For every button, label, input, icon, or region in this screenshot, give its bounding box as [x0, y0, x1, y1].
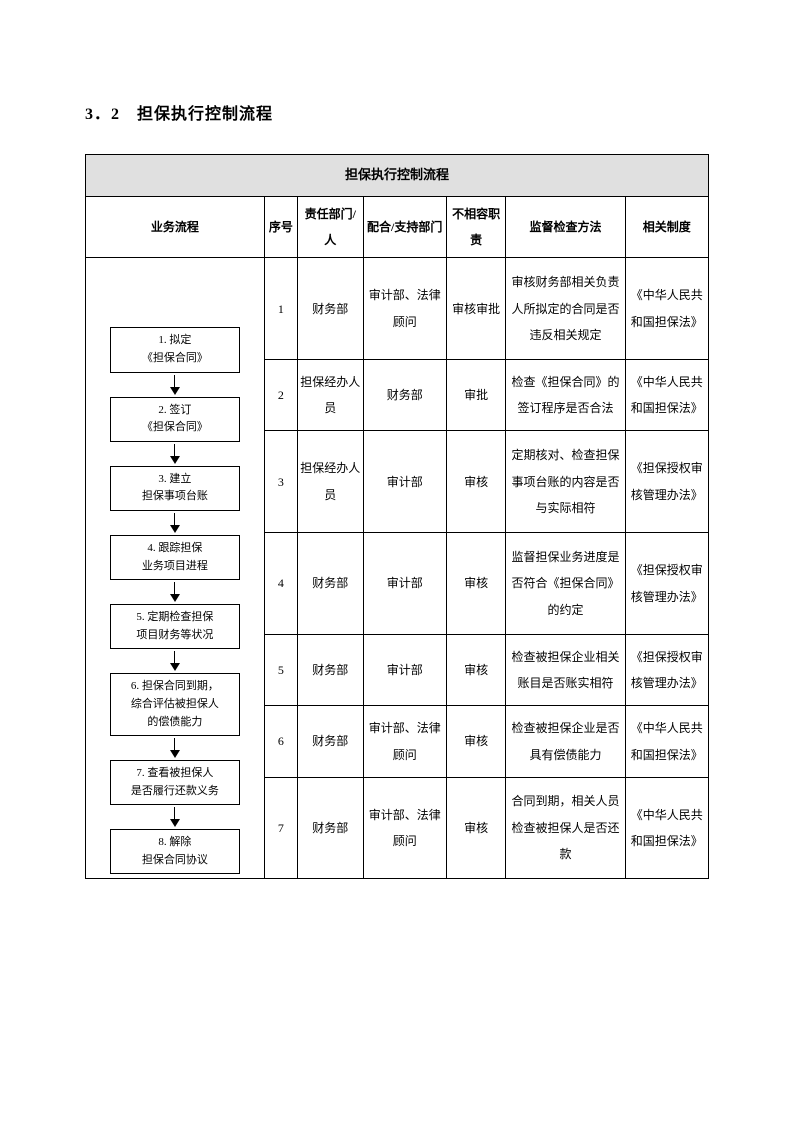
flow-box: 1. 拟定《担保合同》 [110, 327, 240, 372]
cell-resp: 财务部 [298, 777, 364, 879]
flow-arrow-icon [170, 513, 180, 533]
cell-resp: 财务部 [298, 706, 364, 777]
header-support: 配合/支持部门 [363, 196, 446, 258]
cell-related: 《担保授权审核管理办法》 [625, 635, 708, 706]
cell-incompat: 审核 [446, 533, 506, 635]
cell-support: 审计部、法律顾问 [363, 258, 446, 360]
flow-box: 5. 定期检查担保项目财务等状况 [110, 604, 240, 649]
cell-seq: 4 [264, 533, 297, 635]
flow-arrow-icon [170, 444, 180, 464]
section-heading: 3．2 担保执行控制流程 [85, 100, 709, 124]
cell-support: 审计部、法律顾问 [363, 706, 446, 777]
cell-support: 审计部 [363, 533, 446, 635]
cell-resp: 担保经办人员 [298, 431, 364, 533]
cell-incompat: 审批 [446, 360, 506, 431]
table-title-row: 担保执行控制流程 [86, 155, 709, 197]
cell-related: 《中华人民共和国担保法》 [625, 258, 708, 360]
flow-arrow-icon [170, 651, 180, 671]
cell-incompat: 审核 [446, 431, 506, 533]
header-seq: 序号 [264, 196, 297, 258]
flow-arrow-icon [170, 375, 180, 395]
flow-box: 4. 跟踪担保业务项目进程 [110, 535, 240, 580]
cell-incompat: 审核 [446, 706, 506, 777]
cell-seq: 5 [264, 635, 297, 706]
flow-arrow-icon [170, 738, 180, 758]
process-table: 担保执行控制流程 业务流程 序号 责任部门/人 配合/支持部门 不相容职责 监督… [85, 154, 709, 879]
flow-box: 8. 解除担保合同协议 [110, 829, 240, 874]
table-row: 1. 拟定《担保合同》2. 签订《担保合同》3. 建立担保事项台账4. 跟踪担保… [86, 258, 709, 360]
cell-seq: 6 [264, 706, 297, 777]
header-flow: 业务流程 [86, 196, 265, 258]
cell-method: 合同到期，相关人员检查被担保人是否还款 [506, 777, 625, 879]
flow-box: 3. 建立担保事项台账 [110, 466, 240, 511]
cell-related: 《担保授权审核管理办法》 [625, 533, 708, 635]
cell-support: 审计部 [363, 635, 446, 706]
cell-method: 检查被担保企业相关账目是否账实相符 [506, 635, 625, 706]
flow-arrow-icon [170, 807, 180, 827]
cell-incompat: 审核 [446, 777, 506, 879]
cell-related: 《担保授权审核管理办法》 [625, 431, 708, 533]
cell-resp: 财务部 [298, 258, 364, 360]
flow-arrow-icon [170, 582, 180, 602]
cell-seq: 1 [264, 258, 297, 360]
table-header-row: 业务流程 序号 责任部门/人 配合/支持部门 不相容职责 监督检查方法 相关制度 [86, 196, 709, 258]
header-incompat: 不相容职责 [446, 196, 506, 258]
cell-support: 审计部 [363, 431, 446, 533]
cell-method: 审核财务部相关负责人所拟定的合同是否违反相关规定 [506, 258, 625, 360]
cell-resp: 财务部 [298, 533, 364, 635]
cell-seq: 2 [264, 360, 297, 431]
cell-support: 财务部 [363, 360, 446, 431]
cell-related: 《中华人民共和国担保法》 [625, 360, 708, 431]
cell-resp: 担保经办人员 [298, 360, 364, 431]
cell-support: 审计部、法律顾问 [363, 777, 446, 879]
cell-seq: 3 [264, 431, 297, 533]
flowchart: 1. 拟定《担保合同》 2. 签订《担保合同》 3. 建立担保事项台账 4. 跟踪担保… [88, 262, 262, 874]
header-related: 相关制度 [625, 196, 708, 258]
flow-box: 6. 担保合同到期，综合评估被担保人的偿债能力 [110, 673, 240, 736]
table-title: 担保执行控制流程 [86, 155, 709, 197]
flow-box: 2. 签订《担保合同》 [110, 397, 240, 442]
cell-method: 检查《担保合同》的签订程序是否合法 [506, 360, 625, 431]
flowchart-cell: 1. 拟定《担保合同》 2. 签订《担保合同》 3. 建立担保事项台账 4. 跟踪担保… [86, 258, 265, 879]
cell-related: 《中华人民共和国担保法》 [625, 706, 708, 777]
cell-related: 《中华人民共和国担保法》 [625, 777, 708, 879]
header-resp: 责任部门/人 [298, 196, 364, 258]
cell-method: 定期核对、检查担保事项台账的内容是否与实际相符 [506, 431, 625, 533]
flow-box: 7. 查看被担保人是否履行还款义务 [110, 760, 240, 805]
cell-seq: 7 [264, 777, 297, 879]
header-method: 监督检查方法 [506, 196, 625, 258]
cell-method: 监督担保业务进度是否符合《担保合同》的约定 [506, 533, 625, 635]
cell-incompat: 审核 [446, 635, 506, 706]
cell-resp: 财务部 [298, 635, 364, 706]
cell-incompat: 审核审批 [446, 258, 506, 360]
cell-method: 检查被担保企业是否具有偿债能力 [506, 706, 625, 777]
